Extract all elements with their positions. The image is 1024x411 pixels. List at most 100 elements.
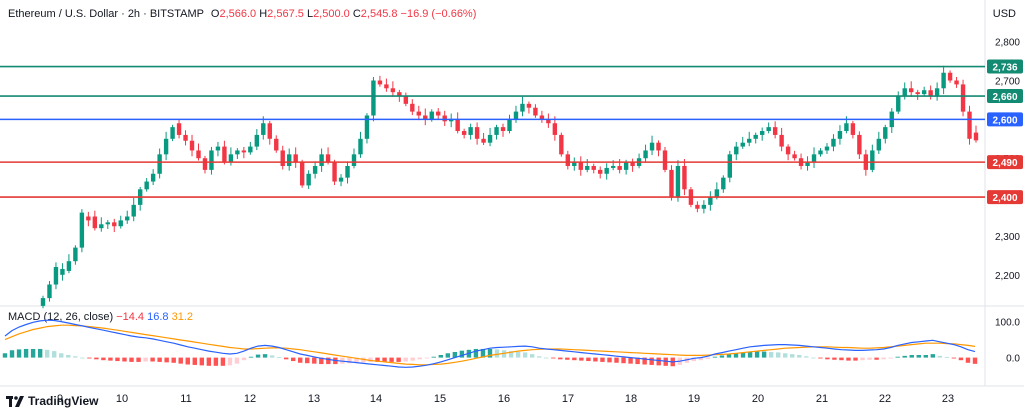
candle-body bbox=[371, 80, 376, 116]
macd-histogram-bar bbox=[185, 357, 190, 365]
candle-body bbox=[960, 84, 966, 112]
candle-body bbox=[235, 150, 240, 155]
candle-body bbox=[572, 162, 577, 166]
x-tick-label: 9 bbox=[57, 393, 63, 405]
macd-histogram-bar bbox=[860, 357, 865, 361]
macd-histogram-bar bbox=[487, 348, 493, 358]
macd-histogram-bar bbox=[705, 357, 711, 359]
candle-body bbox=[695, 204, 700, 209]
macd-histogram-bar bbox=[600, 357, 605, 362]
close-label: C bbox=[352, 8, 361, 20]
candle-body bbox=[338, 177, 344, 182]
macd-histogram-bar bbox=[621, 357, 626, 364]
macd-histogram-bar bbox=[87, 357, 92, 359]
candle-body bbox=[293, 154, 298, 163]
candle-body bbox=[818, 150, 823, 155]
y-tick-label: 2,300 bbox=[995, 232, 1020, 243]
x-tick-label: 22 bbox=[879, 393, 891, 405]
candle-body bbox=[397, 92, 402, 97]
candle-body bbox=[390, 88, 396, 93]
macd-histogram-bar bbox=[775, 352, 781, 358]
macd-histogram-bar bbox=[544, 357, 549, 359]
level-badge bbox=[987, 89, 1023, 104]
candle-body bbox=[669, 169, 674, 198]
y-tick-label: 2,200 bbox=[995, 271, 1020, 282]
macd-histogram-bar bbox=[515, 351, 521, 358]
macd-histogram-bar bbox=[382, 357, 387, 362]
macd-histogram-bar bbox=[438, 355, 443, 358]
candle-body bbox=[436, 111, 441, 116]
candle-body bbox=[170, 127, 175, 139]
candle-body bbox=[883, 127, 888, 139]
candle-body bbox=[785, 146, 791, 155]
candle-body bbox=[494, 127, 499, 135]
candle-body bbox=[248, 146, 253, 153]
macd-histogram-bar bbox=[445, 353, 451, 358]
level-label: 2,736 bbox=[992, 63, 1017, 74]
candle-body bbox=[675, 166, 681, 198]
macd-histogram-bar bbox=[747, 351, 753, 358]
tradingview-brand[interactable]: TradingView bbox=[6, 394, 98, 408]
macd-histogram-bar bbox=[909, 355, 914, 358]
macd-histogram-bar bbox=[551, 357, 556, 359]
macd-histogram-bar bbox=[2, 353, 8, 358]
macd-histogram-bar bbox=[178, 357, 183, 364]
macd-histogram-bar bbox=[804, 356, 809, 358]
candle-body bbox=[287, 154, 292, 166]
candle-body bbox=[319, 154, 324, 166]
candle-body bbox=[280, 150, 285, 166]
macd-tick-label: 100.0 bbox=[995, 318, 1020, 329]
macd-histogram-bar bbox=[220, 357, 226, 366]
macd-histogram-bar bbox=[881, 357, 886, 360]
macd-histogram-bar bbox=[452, 351, 458, 358]
macd-histogram-bar bbox=[480, 348, 486, 358]
macd-histogram-bar bbox=[579, 357, 584, 361]
macd-histogram-bar bbox=[44, 349, 50, 358]
x-tick-label: 19 bbox=[688, 393, 700, 405]
chart-header: Ethereum / U.S. Dollar · 2h · BITSTAMP O… bbox=[8, 8, 476, 20]
candle-body bbox=[481, 138, 486, 143]
macd-histogram-bar bbox=[649, 357, 654, 365]
macd-histogram-bar bbox=[719, 355, 725, 358]
x-tick-label: 16 bbox=[498, 393, 510, 405]
macd-histogram-bar bbox=[101, 357, 106, 361]
macd-histogram-bar bbox=[698, 357, 704, 361]
macd-histogram-bar bbox=[164, 357, 169, 363]
macd-histogram-bar bbox=[290, 357, 296, 362]
macd-histogram-bar bbox=[66, 355, 71, 358]
high-label: H bbox=[259, 8, 268, 20]
candle-body bbox=[947, 72, 953, 81]
macd-histogram-bar bbox=[783, 353, 788, 358]
macd-histogram-bar bbox=[586, 357, 591, 362]
macd-histogram-bar bbox=[825, 357, 830, 360]
candle-body bbox=[507, 119, 512, 132]
macd-histogram-bar bbox=[811, 357, 816, 359]
level-badge bbox=[987, 112, 1023, 127]
macd-title[interactable]: MACD (12, 26, close) bbox=[8, 311, 114, 323]
macd-histogram-bar bbox=[930, 354, 936, 358]
candle-body bbox=[552, 123, 558, 135]
macd-histogram-bar bbox=[797, 355, 802, 358]
macd-histogram-bar bbox=[206, 357, 212, 366]
candle-body bbox=[474, 127, 480, 139]
open-label: O bbox=[210, 8, 220, 20]
macd-histogram-bar bbox=[874, 357, 879, 360]
macd-histogram-bar bbox=[768, 351, 774, 358]
macd-histogram-bar bbox=[276, 357, 282, 358]
candle-body bbox=[125, 216, 130, 221]
candle-body bbox=[902, 88, 907, 97]
candle-body bbox=[112, 222, 117, 227]
currency-label[interactable]: USD bbox=[992, 8, 1016, 20]
macd-histogram-bar bbox=[691, 357, 697, 362]
candle-body bbox=[578, 162, 583, 170]
macd-histogram-bar bbox=[565, 357, 570, 360]
x-tick-label: 11 bbox=[180, 393, 191, 405]
candle-body bbox=[468, 127, 473, 135]
candle-body bbox=[157, 154, 162, 174]
macd-histogram-bar bbox=[972, 357, 978, 364]
candle-body bbox=[144, 181, 149, 190]
candle-body bbox=[811, 154, 817, 163]
candle-body bbox=[772, 127, 778, 135]
macd-histogram-bar bbox=[417, 357, 422, 360]
